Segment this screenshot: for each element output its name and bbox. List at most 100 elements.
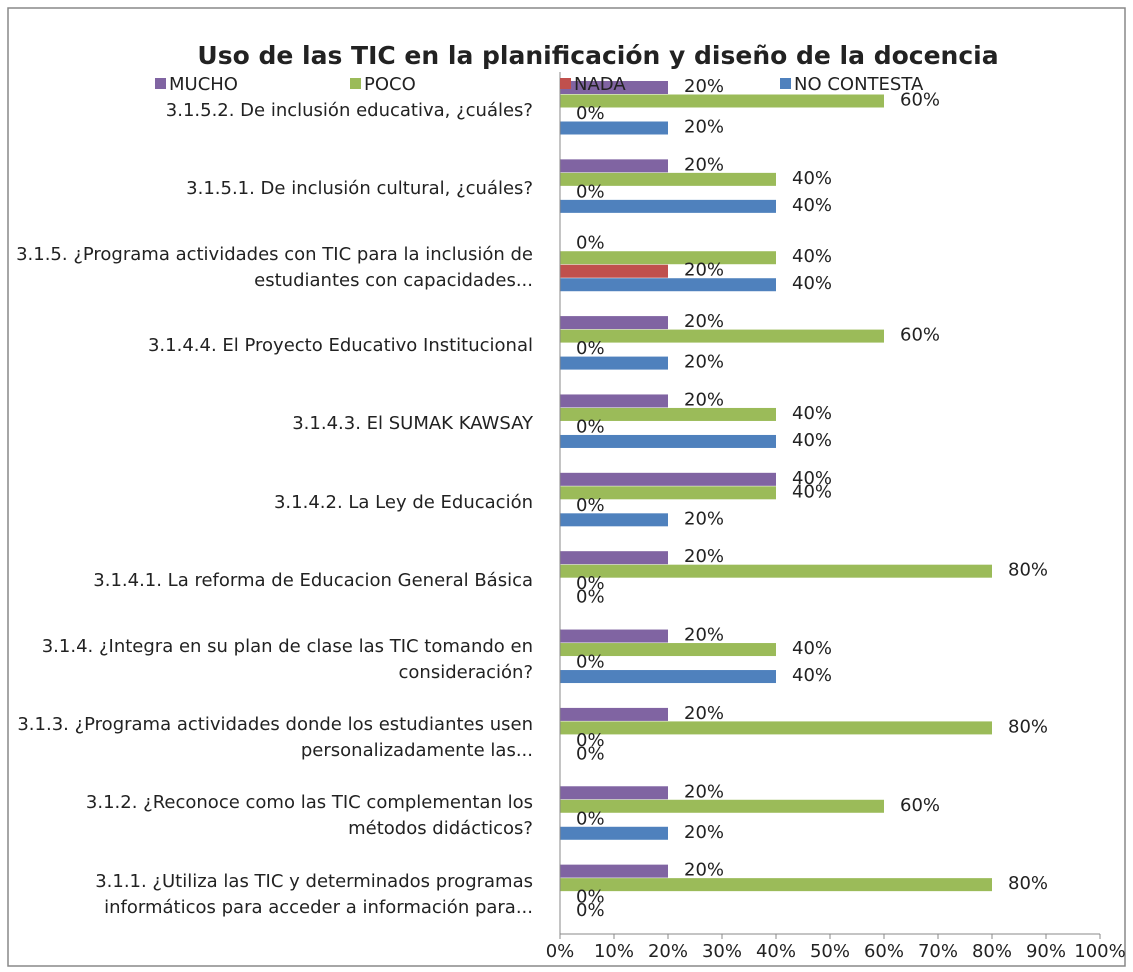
bar <box>560 329 884 343</box>
data-label: 0% <box>576 587 605 608</box>
bar <box>560 407 776 421</box>
category-label: 3.1.3. ¿Programa actividades donde los e… <box>17 713 533 761</box>
data-label: 20% <box>684 352 724 373</box>
data-label: 20% <box>684 76 724 97</box>
data-label: 20% <box>684 508 724 529</box>
data-label: 20% <box>684 781 724 802</box>
bar <box>560 251 776 265</box>
data-label: 0% <box>576 233 605 254</box>
data-label: 0% <box>576 181 605 202</box>
data-label: 20% <box>684 822 724 843</box>
data-label: 0% <box>576 495 605 516</box>
bar <box>560 513 668 527</box>
chart-title: Uso de las TIC en la planificación y dis… <box>197 41 998 70</box>
data-label: 20% <box>684 311 724 332</box>
data-label: 0% <box>576 730 605 751</box>
bar <box>560 670 776 684</box>
x-tick-label: 10% <box>594 941 634 962</box>
data-label: 20% <box>684 703 724 724</box>
data-label: 20% <box>684 546 724 567</box>
data-label: 0% <box>576 652 605 673</box>
data-label: 80% <box>1008 873 1048 894</box>
bar <box>560 159 668 173</box>
x-tick-label: 70% <box>918 941 958 962</box>
data-label: 20% <box>684 154 724 175</box>
bar <box>560 564 992 578</box>
bar <box>560 486 776 500</box>
data-label: 40% <box>792 195 832 216</box>
data-label: 60% <box>900 90 940 111</box>
data-label: 0% <box>576 900 605 921</box>
bar <box>560 878 992 892</box>
x-tick-label: 60% <box>864 941 904 962</box>
category-label: 3.1.4.2. La Ley de Educación <box>273 491 533 513</box>
category-label: 3.1.1. ¿Utiliza las TIC y determinados p… <box>95 870 533 918</box>
data-label: 40% <box>792 273 832 294</box>
data-label: 0% <box>576 808 605 829</box>
data-label: 20% <box>684 860 724 881</box>
data-label: 20% <box>684 625 724 646</box>
legend-label: NADA <box>574 74 626 95</box>
legend-swatch <box>350 78 361 89</box>
x-tick-label: 20% <box>648 941 688 962</box>
data-label: 60% <box>900 795 940 816</box>
bar <box>560 799 884 813</box>
data-label: 40% <box>792 403 832 424</box>
data-label: 20% <box>684 389 724 410</box>
x-tick-label: 30% <box>702 941 742 962</box>
bar <box>560 81 668 94</box>
data-label: 0% <box>576 338 605 359</box>
x-tick-label: 40% <box>756 941 796 962</box>
bar <box>560 394 668 408</box>
data-label: 20% <box>684 117 724 138</box>
data-label: 80% <box>1008 560 1048 581</box>
x-tick-label: 90% <box>1026 941 1066 962</box>
data-label: 0% <box>576 743 605 764</box>
data-label: 60% <box>900 325 940 346</box>
bar <box>560 721 992 735</box>
data-label: 40% <box>792 665 832 686</box>
data-label: 40% <box>792 481 832 502</box>
category-label: 3.1.4.3. El SUMAK KAWSAY <box>292 413 533 435</box>
bar <box>560 264 668 278</box>
bar <box>560 356 668 370</box>
data-label: 0% <box>576 573 605 594</box>
bar <box>560 172 776 186</box>
category-label: 3.1.4. ¿Integra en su plan de clase las … <box>41 635 533 683</box>
bar <box>560 121 668 135</box>
data-label: 40% <box>792 638 832 659</box>
x-tick-label: 0% <box>546 941 575 962</box>
bar <box>560 551 668 565</box>
data-label: 40% <box>792 168 832 189</box>
category-label: 3.1.2. ¿Reconoce como las TIC complement… <box>85 792 533 840</box>
bar <box>560 826 668 840</box>
legend-swatch <box>780 78 791 89</box>
category-label: 3.1.5. ¿Programa actividades con TIC par… <box>16 243 533 291</box>
legend-swatch <box>560 78 571 89</box>
x-tick-label: 50% <box>810 941 850 962</box>
category-label: 3.1.5.2. De inclusión educativa, ¿cuáles… <box>165 100 533 121</box>
data-label: 0% <box>576 887 605 908</box>
bar <box>560 278 776 292</box>
bar <box>560 643 776 657</box>
bar <box>560 434 776 448</box>
legend-label: MUCHO <box>169 74 238 95</box>
category-label: 3.1.5.1. De inclusión cultural, ¿cuáles? <box>186 178 533 200</box>
data-label: 80% <box>1008 716 1048 737</box>
x-tick-label: 80% <box>972 941 1012 962</box>
bar <box>560 629 668 643</box>
data-label: 0% <box>576 416 605 437</box>
data-label: 0% <box>576 103 605 124</box>
legend-swatch <box>155 78 166 89</box>
bar <box>560 472 776 486</box>
data-label: 40% <box>792 430 832 451</box>
category-label: 3.1.4.1. La reforma de Educacion General… <box>93 570 533 592</box>
bar <box>560 786 668 800</box>
bar <box>560 316 668 330</box>
bar <box>560 707 668 721</box>
data-label: 40% <box>792 468 832 489</box>
data-label: 40% <box>792 246 832 267</box>
legend-label: POCO <box>364 74 416 95</box>
